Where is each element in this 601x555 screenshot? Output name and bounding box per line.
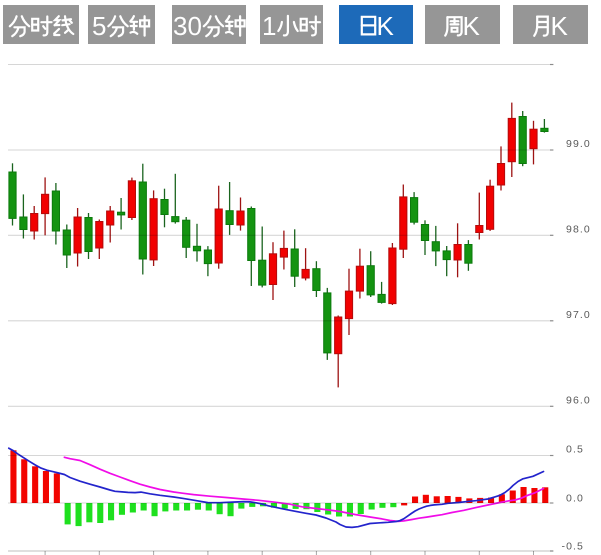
svg-text:0.5: 0.5 bbox=[566, 444, 584, 456]
svg-text:-0.5: -0.5 bbox=[562, 540, 585, 552]
svg-text:30: 30 bbox=[173, 14, 202, 41]
svg-text:K: K bbox=[550, 14, 568, 41]
svg-text:98.0: 98.0 bbox=[566, 223, 591, 235]
svg-text:K: K bbox=[376, 14, 394, 41]
svg-text:1: 1 bbox=[262, 14, 276, 41]
svg-text:96.0: 96.0 bbox=[566, 394, 591, 406]
svg-text:97.0: 97.0 bbox=[566, 309, 591, 321]
svg-text:K: K bbox=[463, 14, 481, 41]
svg-text:5: 5 bbox=[92, 14, 106, 41]
svg-text:99.0: 99.0 bbox=[566, 138, 591, 150]
svg-text:0.0: 0.0 bbox=[566, 492, 584, 504]
